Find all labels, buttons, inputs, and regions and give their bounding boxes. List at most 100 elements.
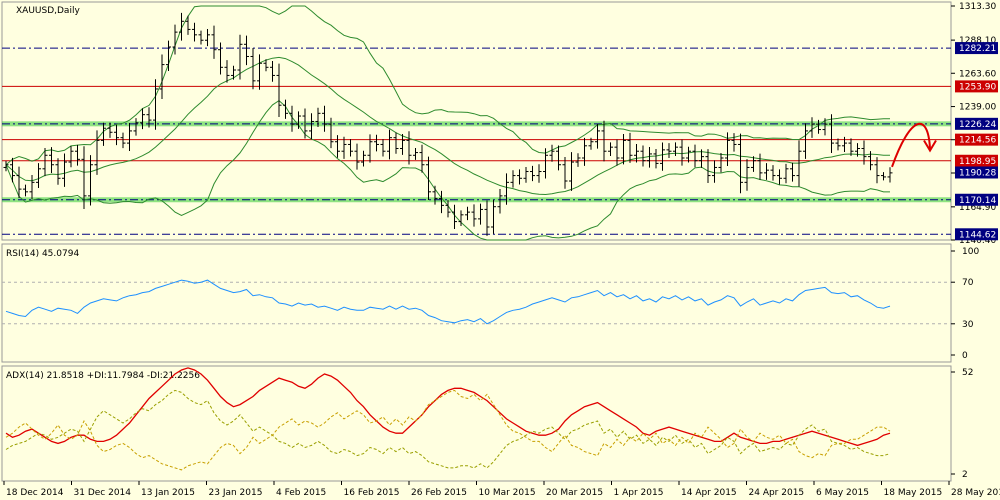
ohlc-bar [614, 139, 620, 166]
time-tick: 31 Dec 2014 [74, 488, 132, 498]
time-tick: 18 Dec 2014 [6, 488, 64, 498]
ohlc-bar [484, 200, 490, 236]
ohlc-bar [23, 184, 28, 197]
ohlc-bar [868, 151, 873, 171]
price-tick: 1263.60 [959, 69, 996, 79]
time-tick: 24 Apr 2015 [749, 488, 805, 498]
ohlc-bar [556, 145, 561, 171]
ohlc-bar [816, 119, 821, 134]
ohlc-bar [887, 167, 893, 183]
ohlc-bar [738, 133, 743, 194]
ohlc-bar [55, 158, 61, 185]
ohlc-bar [140, 108, 145, 130]
level-label-box [955, 228, 998, 241]
ohlc-bars [3, 12, 893, 236]
time-tick: 16 Feb 2015 [344, 488, 400, 498]
ohlc-bar [712, 160, 717, 183]
ohlc-bar [634, 143, 639, 163]
level-label: 1198.95 [959, 157, 996, 167]
ohlc-bar [647, 147, 652, 168]
adx-line-1 [5, 389, 891, 469]
ohlc-bar [354, 143, 360, 170]
forecast-arrowhead [923, 139, 937, 153]
ohlc-bar [575, 153, 581, 167]
ohlc-bar [205, 28, 210, 47]
ohlc-bar [367, 134, 373, 163]
ohlc-bar [673, 142, 678, 157]
ohlc-bar [244, 35, 249, 66]
ohlc-bar [725, 132, 730, 167]
ohlc-bar [101, 122, 106, 146]
ohlc-bar [666, 143, 672, 158]
ohlc-bar [452, 204, 457, 229]
ohlc-bar [10, 157, 15, 183]
ohlc-bar [822, 118, 828, 136]
ohlc-bar [153, 79, 158, 130]
ohlc-bar [107, 122, 113, 138]
time-tick: 20 Mar 2015 [546, 488, 603, 498]
ohlc-bar [400, 134, 405, 155]
time-tick: 4 Feb 2015 [276, 488, 326, 498]
rsi-tick: 30 [962, 320, 974, 330]
ohlc-bar [549, 144, 555, 162]
ohlc-bar [627, 132, 633, 163]
price-tick: 1313.30 [959, 2, 996, 12]
ohlc-bar [296, 111, 301, 129]
zone-1170.14 [2, 197, 951, 203]
ohlc-bar [231, 65, 236, 80]
ohlc-bar [172, 24, 178, 55]
ohlc-bar [49, 147, 54, 173]
level-label: 1214.56 [959, 136, 996, 146]
rsi-pane [1, 243, 952, 363]
ohlc-bar [114, 124, 119, 146]
zone-1226.24 [2, 121, 951, 127]
ohlc-bar [328, 117, 334, 149]
level-label-box [955, 193, 998, 206]
ohlc-bar [302, 108, 308, 139]
price-tick: 1140.40 [959, 236, 996, 246]
ohlc-bar [120, 132, 126, 149]
adx-tick: 52 [962, 368, 973, 378]
ohlc-bar [159, 54, 165, 100]
ohlc-bar [497, 189, 503, 214]
ohlc-bar [348, 139, 353, 157]
ohlc-bar [842, 136, 847, 152]
ohlc-bar [198, 30, 204, 45]
ohlc-bar [406, 131, 412, 165]
ohlc-bar [179, 12, 184, 41]
ohlc-bar [874, 157, 880, 184]
ohlc-bar [523, 167, 529, 183]
forecast-curve [891, 122, 931, 168]
level-label: 1282.21 [959, 44, 996, 54]
level-label-box [955, 166, 998, 179]
ohlc-bar [374, 134, 379, 152]
ohlc-bar [588, 137, 594, 150]
time-tick: 28 May 2015 [951, 488, 1000, 498]
ohlc-bar [88, 155, 93, 206]
level-label: 1190.28 [959, 168, 996, 178]
ohlc-bar [3, 161, 9, 172]
ohlc-bar [42, 147, 48, 177]
ohlc-bar [601, 120, 607, 162]
ohlc-bar [68, 146, 74, 168]
ohlc-bar [718, 153, 724, 173]
band-middle [5, 56, 890, 196]
level-label: 1226.24 [959, 120, 996, 130]
ohlc-bar [458, 210, 464, 227]
forecast-arrow [891, 122, 937, 168]
ohlc-bar [36, 163, 41, 189]
ohlc-bar [699, 149, 704, 168]
ohlc-bar [276, 63, 282, 118]
ohlc-bar [419, 144, 425, 173]
adx-line-0 [5, 367, 891, 447]
ohlc-bar [517, 169, 522, 185]
ohlc-bar [471, 204, 477, 227]
level-label-box [955, 42, 998, 55]
rsi-indicator: 100 70 30 0 [2, 247, 979, 361]
ohlc-bar [809, 117, 815, 138]
ohlc-bar [510, 170, 516, 188]
ohlc-bar [361, 150, 366, 167]
ohlc-bar [432, 185, 438, 205]
ohlc-bar [166, 40, 171, 72]
